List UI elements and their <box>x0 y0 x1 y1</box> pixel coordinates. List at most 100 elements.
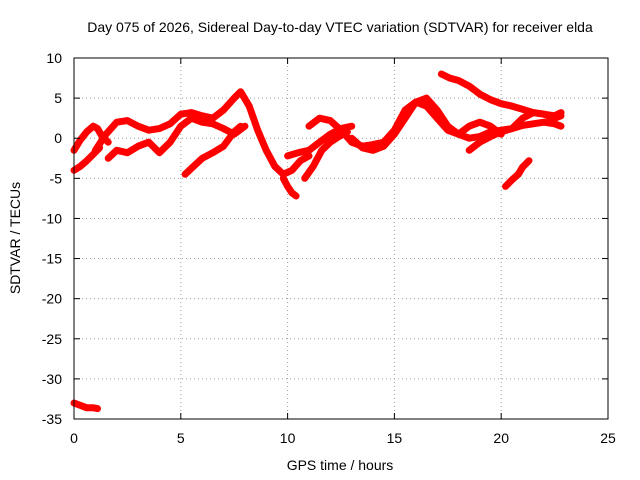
data-point <box>105 139 112 146</box>
data-point <box>83 128 90 135</box>
data-point <box>237 123 244 130</box>
data-point <box>370 147 376 154</box>
data-point <box>466 147 473 154</box>
x-tick-label: 25 <box>600 430 616 446</box>
data-point <box>551 112 558 119</box>
data-point <box>254 127 261 134</box>
data-point <box>515 171 522 178</box>
data-point <box>231 128 238 135</box>
x-axis-label: GPS time / hours <box>287 457 394 473</box>
data-point <box>476 91 483 98</box>
data-point <box>94 125 101 132</box>
data-point <box>498 100 505 107</box>
data-point <box>156 149 163 156</box>
chart-title: Day 075 of 2026, Sidereal Day-to-day VTE… <box>87 19 593 35</box>
data-point <box>434 107 441 114</box>
series-track-m <box>465 118 565 154</box>
y-tick-label: -15 <box>42 251 62 267</box>
data-point <box>209 149 216 156</box>
data-point <box>327 131 334 138</box>
data-point <box>519 164 526 171</box>
data-point <box>167 120 174 127</box>
data-point <box>327 139 334 146</box>
data-point <box>519 122 526 129</box>
x-tick-label: 5 <box>177 430 185 446</box>
data-point <box>237 88 244 95</box>
data-point <box>310 163 317 170</box>
y-tick-label: -5 <box>50 170 63 186</box>
y-tick-label: -20 <box>42 291 62 307</box>
data-point <box>295 149 302 156</box>
data-point <box>508 125 515 132</box>
data-point <box>316 115 323 122</box>
data-point <box>558 109 564 116</box>
data-point <box>318 147 325 154</box>
data-point <box>284 183 291 190</box>
data-point <box>280 175 287 182</box>
data-point <box>306 147 312 154</box>
axis-ticks: 0 5 10 15 20 25 10 5 0 -5 -10 -15 -20 -25 -30 -35 <box>42 50 616 446</box>
data-point <box>348 135 355 142</box>
data-point <box>177 123 184 130</box>
data-point <box>77 136 84 143</box>
data-point <box>526 157 532 164</box>
data-point <box>188 109 195 116</box>
data-point <box>551 120 558 127</box>
data-point <box>156 125 163 132</box>
data-point <box>391 131 398 138</box>
data-point <box>335 133 342 140</box>
data-point <box>263 147 270 154</box>
data-point <box>220 107 227 114</box>
data-point <box>316 139 323 146</box>
data-point <box>124 149 131 156</box>
data-point <box>284 152 291 159</box>
data-point <box>359 144 366 151</box>
data-point <box>188 115 195 122</box>
data-point <box>519 106 526 113</box>
data-point <box>423 95 430 102</box>
data-point <box>455 131 462 138</box>
x-tick-label: 0 <box>70 430 78 446</box>
data-point <box>103 131 109 138</box>
data-point <box>145 127 152 134</box>
y-tick-label: -35 <box>42 411 62 427</box>
y-tick-label: -25 <box>42 331 62 347</box>
data-point <box>466 123 473 130</box>
data-point <box>77 163 84 170</box>
data-point <box>77 402 84 409</box>
data-point <box>446 75 453 82</box>
data-point <box>199 112 206 119</box>
data-point <box>113 119 120 126</box>
data-point <box>455 77 462 84</box>
data-point <box>297 157 304 164</box>
data-point <box>199 119 206 126</box>
x-tick-label: 10 <box>280 430 296 446</box>
data-point <box>466 135 473 142</box>
data-point <box>135 143 142 150</box>
data-point <box>220 143 227 150</box>
data-point <box>558 123 564 130</box>
data-point <box>502 183 509 190</box>
y-tick-label: -10 <box>42 210 62 226</box>
y-tick-label: -30 <box>42 371 62 387</box>
data-point <box>487 96 494 103</box>
data-point <box>288 167 295 174</box>
y-tick-label: 5 <box>54 90 62 106</box>
data-point <box>306 152 312 159</box>
data-point <box>540 111 547 118</box>
data-point <box>487 133 494 140</box>
data-point <box>145 139 152 146</box>
data-point <box>476 139 483 146</box>
x-tick-label: 20 <box>493 430 509 446</box>
data-point <box>190 163 197 170</box>
y-axis-label: SDTVAR / TECUs <box>7 182 23 294</box>
data-point <box>508 176 515 183</box>
y-tick-label: 10 <box>46 50 62 66</box>
data-point <box>83 157 90 164</box>
data-point <box>199 155 206 162</box>
data-point <box>135 123 142 130</box>
data-point <box>438 71 445 77</box>
plot-frame <box>73 57 609 420</box>
